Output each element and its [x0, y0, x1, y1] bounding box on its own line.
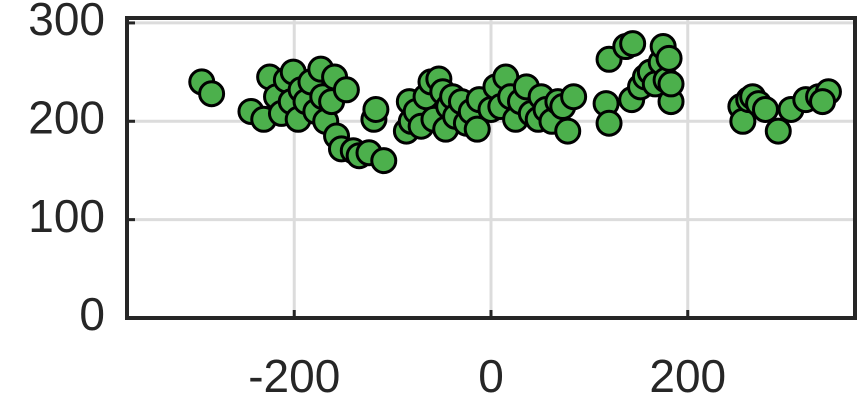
x-tick-label: -200	[248, 350, 340, 402]
y-tick-label: 200	[28, 91, 105, 143]
x-tick-label: 0	[478, 350, 504, 402]
scatter-point	[764, 117, 792, 145]
scatter-point	[560, 83, 588, 111]
scatter-point	[655, 44, 683, 72]
scatter-point	[554, 117, 582, 145]
scatter-point	[198, 80, 226, 108]
scatter-point	[463, 115, 491, 143]
scatter-point	[809, 88, 837, 116]
y-tick-label: 300	[28, 0, 105, 45]
scatter-point	[751, 95, 779, 123]
y-tick-label: 100	[28, 190, 105, 242]
scatter-point	[595, 109, 623, 137]
x-tick-label: 200	[649, 350, 726, 402]
plot-frame	[125, 16, 857, 320]
y-tick-label: 0	[79, 288, 105, 340]
scatter-point	[619, 30, 647, 58]
scatter-point	[657, 70, 685, 98]
scatter-point	[362, 95, 390, 123]
scatter-point	[370, 147, 398, 175]
scatter-point	[332, 76, 360, 104]
